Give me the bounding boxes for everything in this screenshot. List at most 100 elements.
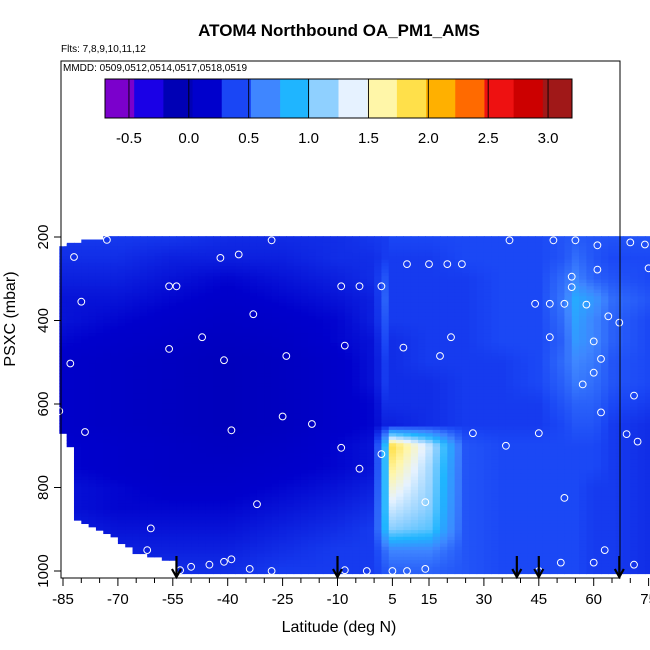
heat-cell xyxy=(176,276,185,281)
heat-cell xyxy=(300,256,309,261)
heat-cell xyxy=(117,306,126,311)
heat-cell xyxy=(359,256,368,261)
heat-cell xyxy=(601,279,609,284)
heat-cell xyxy=(132,252,141,257)
heat-cell xyxy=(527,366,536,371)
heat-cell xyxy=(447,393,456,398)
heat-cell xyxy=(644,309,650,314)
heat-cell xyxy=(322,292,331,297)
heat-cell xyxy=(557,353,566,357)
heat-cell xyxy=(81,279,90,284)
heat-cell xyxy=(235,419,243,424)
heat-cell xyxy=(198,269,207,274)
heat-cell xyxy=(535,356,544,361)
heat-cell xyxy=(396,356,404,361)
heat-cell xyxy=(564,323,573,327)
heat-cell xyxy=(286,346,295,351)
heat-cell xyxy=(242,239,251,244)
heat-cell xyxy=(461,236,470,241)
heat-cell xyxy=(183,309,192,314)
heat-cell xyxy=(535,413,544,418)
heat-cell xyxy=(396,306,404,311)
heat-cell xyxy=(344,389,353,394)
heat-cell xyxy=(73,413,82,418)
heat-cell xyxy=(352,426,361,431)
heat-cell xyxy=(271,386,280,391)
heat-cell xyxy=(110,366,119,371)
heat-cell xyxy=(601,262,609,267)
heat-cell xyxy=(542,309,551,314)
heat-cell xyxy=(183,326,192,331)
heat-cell xyxy=(315,419,324,424)
heat-cell xyxy=(630,316,639,321)
heat-cell xyxy=(337,403,346,408)
heat-cell xyxy=(366,393,375,398)
heat-cell xyxy=(359,289,368,294)
heat-cell xyxy=(191,396,200,401)
heat-cell xyxy=(579,349,587,354)
heat-cell xyxy=(644,286,650,291)
heat-cell xyxy=(132,323,141,327)
heat-cell xyxy=(601,259,609,264)
heat-cell xyxy=(337,339,346,344)
heat-cell xyxy=(95,333,104,337)
heat-cell xyxy=(117,429,126,434)
heat-cell xyxy=(381,343,390,347)
heat-cell xyxy=(169,429,178,434)
heat-cell xyxy=(579,423,587,428)
heat-cell xyxy=(549,249,558,254)
heat-cell xyxy=(198,312,207,317)
heat-cell xyxy=(601,272,609,277)
heat-cell xyxy=(579,239,587,244)
heat-cell xyxy=(630,409,639,414)
heat-cell xyxy=(425,336,434,341)
heat-cell xyxy=(286,256,295,261)
heat-cell xyxy=(542,299,551,304)
heat-cell xyxy=(418,242,426,247)
heat-cell xyxy=(344,333,353,337)
heat-cell xyxy=(300,299,309,304)
heat-cell xyxy=(454,343,463,347)
heat-cell xyxy=(352,249,361,254)
heat-cell xyxy=(169,343,178,347)
heat-cell xyxy=(66,276,75,281)
heat-cell xyxy=(191,329,200,334)
heat-cell xyxy=(461,369,470,374)
heat-cell xyxy=(549,363,558,368)
heat-cell xyxy=(213,426,221,431)
heat-cell xyxy=(579,319,587,324)
heat-cell xyxy=(505,302,514,307)
heat-cell xyxy=(125,282,134,287)
heat-cell xyxy=(264,329,273,334)
heat-cell xyxy=(66,246,75,251)
heat-cell xyxy=(264,359,273,364)
heat-cell xyxy=(73,406,82,411)
heat-cell xyxy=(117,386,126,391)
heat-cell xyxy=(73,249,82,254)
heat-cell xyxy=(622,249,631,254)
heat-cell xyxy=(278,386,287,391)
heat-cell xyxy=(183,266,192,271)
heat-cell xyxy=(418,296,426,301)
heat-cell xyxy=(264,279,273,284)
heat-cell xyxy=(381,419,390,424)
heat-cell xyxy=(447,259,456,264)
heat-cell xyxy=(132,329,141,334)
heat-cell xyxy=(81,399,90,404)
heat-cell xyxy=(644,282,650,287)
heat-cell xyxy=(176,399,185,404)
heat-cell xyxy=(439,353,448,357)
heat-cell xyxy=(622,359,631,364)
heat-cell xyxy=(381,323,390,327)
heat-cell xyxy=(542,373,551,378)
heat-cell xyxy=(608,339,617,344)
heat-cell xyxy=(637,413,646,418)
heat-cell xyxy=(630,426,639,431)
heat-cell xyxy=(139,406,148,411)
heat-cell xyxy=(271,236,280,241)
heat-cell xyxy=(308,359,317,364)
heat-cell xyxy=(564,266,573,271)
heat-cell xyxy=(535,239,544,244)
heat-cell xyxy=(520,399,529,404)
heat-cell xyxy=(564,399,573,404)
